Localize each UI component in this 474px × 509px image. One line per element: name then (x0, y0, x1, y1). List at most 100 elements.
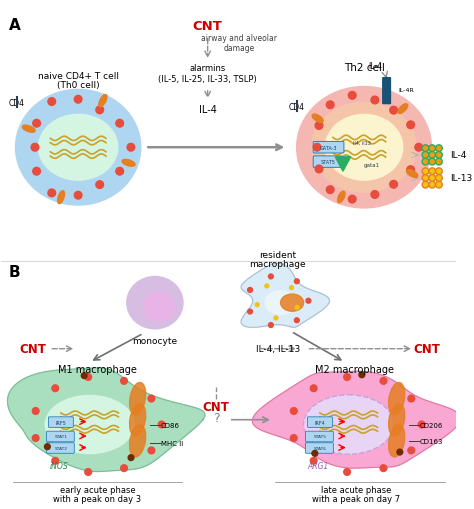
Text: IRF5: IRF5 (55, 420, 66, 425)
Text: B: B (9, 265, 21, 280)
Ellipse shape (129, 425, 146, 457)
Circle shape (315, 166, 323, 174)
Ellipse shape (398, 104, 408, 114)
Circle shape (437, 160, 441, 164)
Ellipse shape (389, 404, 405, 436)
Ellipse shape (45, 395, 135, 455)
FancyBboxPatch shape (46, 431, 74, 442)
Circle shape (32, 435, 39, 441)
Circle shape (31, 144, 39, 152)
Text: IRF4: IRF4 (315, 420, 325, 425)
Circle shape (315, 123, 323, 130)
Circle shape (422, 146, 429, 152)
Circle shape (422, 168, 429, 175)
Circle shape (291, 435, 297, 441)
Circle shape (418, 421, 425, 428)
Circle shape (121, 465, 128, 471)
Circle shape (371, 191, 379, 199)
Ellipse shape (142, 292, 175, 322)
Circle shape (85, 469, 91, 475)
Ellipse shape (389, 425, 405, 457)
Circle shape (148, 447, 155, 454)
Circle shape (294, 279, 299, 284)
Text: CD86: CD86 (161, 421, 180, 428)
Circle shape (429, 182, 436, 189)
Text: CNT: CNT (413, 343, 440, 355)
Circle shape (430, 160, 434, 164)
Ellipse shape (296, 87, 432, 209)
Circle shape (436, 152, 442, 159)
Text: ?: ? (213, 411, 219, 425)
Circle shape (429, 152, 436, 159)
Text: IL-4R: IL-4R (399, 88, 414, 93)
Circle shape (424, 170, 428, 174)
Circle shape (430, 147, 434, 151)
Circle shape (436, 159, 442, 165)
Circle shape (429, 175, 436, 182)
Circle shape (407, 122, 414, 129)
Text: late acute phase: late acute phase (321, 485, 392, 494)
FancyBboxPatch shape (313, 142, 344, 154)
FancyBboxPatch shape (48, 417, 73, 428)
Circle shape (312, 450, 318, 456)
Circle shape (424, 154, 428, 157)
Text: M2 macrophage: M2 macrophage (315, 364, 394, 374)
Circle shape (268, 323, 273, 328)
Circle shape (121, 378, 128, 384)
Text: M1 macrophage: M1 macrophage (58, 364, 137, 374)
Circle shape (33, 120, 40, 128)
Text: (Th0 cell): (Th0 cell) (57, 80, 100, 90)
Circle shape (265, 285, 269, 288)
Circle shape (52, 385, 59, 392)
FancyBboxPatch shape (306, 431, 333, 442)
Circle shape (158, 421, 165, 428)
Circle shape (306, 299, 311, 303)
Circle shape (313, 144, 321, 152)
Circle shape (437, 170, 441, 174)
Circle shape (45, 444, 50, 449)
Circle shape (436, 146, 442, 152)
Circle shape (33, 168, 40, 176)
Circle shape (429, 159, 436, 165)
Text: STAT1: STAT1 (55, 435, 67, 439)
Ellipse shape (58, 191, 64, 204)
FancyBboxPatch shape (383, 78, 391, 104)
Ellipse shape (337, 192, 345, 204)
Ellipse shape (406, 170, 418, 178)
Circle shape (429, 146, 436, 152)
Circle shape (424, 177, 428, 181)
Circle shape (437, 154, 441, 157)
Polygon shape (335, 157, 351, 172)
Text: CD4: CD4 (9, 99, 25, 108)
Circle shape (407, 166, 414, 174)
Text: STAT6: STAT6 (313, 446, 327, 450)
Ellipse shape (389, 383, 405, 415)
Text: STAT5: STAT5 (313, 435, 327, 439)
Circle shape (422, 159, 429, 165)
Circle shape (348, 196, 356, 204)
Circle shape (424, 147, 428, 151)
Polygon shape (8, 368, 205, 472)
Circle shape (52, 458, 59, 464)
Circle shape (96, 107, 104, 115)
Circle shape (344, 374, 350, 381)
Text: GATA-3: GATA-3 (320, 146, 337, 151)
Circle shape (274, 317, 278, 320)
Circle shape (397, 449, 403, 455)
Text: IL-13: IL-13 (450, 174, 473, 183)
Text: CD206: CD206 (419, 421, 443, 428)
Text: il4, il13: il4, il13 (353, 140, 371, 146)
Circle shape (422, 182, 429, 189)
Circle shape (128, 455, 134, 461)
Circle shape (380, 465, 387, 471)
Circle shape (430, 177, 434, 181)
Circle shape (82, 373, 87, 379)
Circle shape (429, 168, 436, 175)
Circle shape (247, 288, 253, 293)
Circle shape (291, 408, 297, 414)
Circle shape (380, 378, 387, 384)
Text: CD163: CD163 (419, 438, 443, 444)
FancyBboxPatch shape (306, 443, 333, 454)
Circle shape (408, 447, 415, 454)
Circle shape (422, 152, 429, 159)
